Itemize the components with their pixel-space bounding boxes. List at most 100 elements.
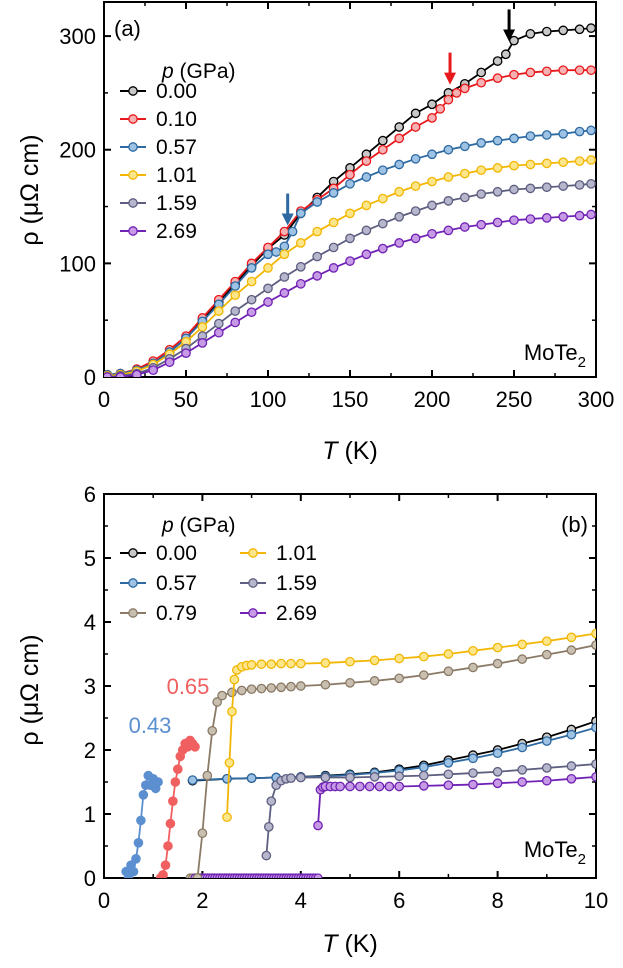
panel-a-point-1-59-7 <box>213 318 224 329</box>
panel-b-point-0-57-11 <box>468 753 478 764</box>
panel-b-legend-entry-0-79: 0.79 <box>120 602 197 625</box>
panel-a-plot-area <box>104 23 596 377</box>
panel-b-sample-label: MoTe2 <box>524 837 586 868</box>
panel-a-point-1-01-24 <box>492 163 503 173</box>
panel-a-xtick-label-0: 0 <box>98 387 110 412</box>
panel-a-point-1-01-16 <box>361 200 372 211</box>
panel-a-legend-label-0-57: 0.57 <box>156 136 197 159</box>
panel-a-point-0-10-19 <box>410 122 421 132</box>
panel-a-ytick-label-100: 100 <box>59 251 96 276</box>
panel-a-point-2-69-27 <box>541 213 552 223</box>
panel-b-xlabel: T (K) <box>322 930 378 958</box>
panel-a-point-1-59-15 <box>345 233 355 244</box>
panel-b-point-1-01-22 <box>541 636 552 647</box>
panel-a-point-2-69-8 <box>230 317 241 328</box>
panel-b-legend-marker-1-01 <box>248 548 258 558</box>
panel-a-point-2-69-2 <box>131 369 142 377</box>
panel-b-point-1-01-9 <box>266 659 277 670</box>
panel-b-point-0-57-12 <box>492 748 503 759</box>
panel-b-point-1-59-9 <box>345 772 355 783</box>
panel-a-point-2-69-19 <box>410 233 421 244</box>
panel-a-transition-arrow-1 <box>444 52 457 85</box>
panel-b-point-1-59-0 <box>261 850 272 861</box>
panel-a-point-1-01-29 <box>574 156 585 166</box>
panel-a-point-2-69-29 <box>574 210 585 221</box>
panel-b-point-1-59-6 <box>286 773 296 784</box>
panel-b-point-1-01-23 <box>566 632 577 643</box>
panel-a-point-0-57-23 <box>443 144 454 155</box>
panel-b-point-1-01-16 <box>394 653 405 664</box>
panel-a-point-0-57-15 <box>312 197 323 207</box>
panel-b-point-0-79-1 <box>197 828 208 839</box>
panel-b-point-0-79-20 <box>468 662 478 673</box>
panel-a-point-2-69-18 <box>394 238 405 248</box>
panel-b-point-2-69-15 <box>468 779 478 790</box>
panel-a-point-1-01-25 <box>509 160 519 171</box>
panel-b-point-0-79-16 <box>369 676 380 686</box>
panel-a-point-0-57-31 <box>574 126 585 137</box>
panel-b-legend: p (GPa) 0.00 0.57 0.79 1.01 1.59 2.69 <box>120 514 317 625</box>
panel-a-point-1-59-19 <box>410 206 421 216</box>
panel-b-series-0-79 <box>192 640 596 878</box>
panel-b-point-2-69-10 <box>374 781 385 792</box>
panel-a-point-0-57-19 <box>377 165 388 176</box>
panel-a-point-2-69-11 <box>279 288 290 298</box>
panel-b-point-0-57-13 <box>517 742 528 753</box>
panel-a-point-1-59-13 <box>312 251 323 262</box>
panel-a-legend-marker-2-69 <box>128 226 138 236</box>
panel-a-point-2-69-6 <box>197 338 208 348</box>
panel-a-legend-marker-0-00 <box>128 86 138 96</box>
panel-b-legend-label-1-59: 1.59 <box>276 572 317 595</box>
panel-a-point-2-69-21 <box>443 225 454 236</box>
panel-a-point-1-01-10 <box>263 263 273 273</box>
panel-a-point-1-59-23 <box>476 189 487 199</box>
panel-b-lowp-0-65 <box>155 735 200 878</box>
panel-b-point-1-59-16 <box>517 764 528 775</box>
panel-a-point-0-10-25 <box>476 77 487 88</box>
panel-b-zero-point-2-69 <box>313 873 323 878</box>
panel-b-ytick-label-2: 2 <box>84 738 96 763</box>
panel-b-point-1-01-17 <box>418 651 429 662</box>
panel-b-xtick-label-6: 6 <box>393 888 405 913</box>
panel-a-point-2-69-20 <box>427 228 437 239</box>
panel-a-point-0-10-26 <box>492 73 503 83</box>
panel-a-point-1-59-20 <box>427 200 437 211</box>
panel-b-lowp-point-0-65-1 <box>158 870 168 878</box>
panel-a-point-2-69-24 <box>492 217 503 228</box>
panel-b-point-1-01-12 <box>295 658 306 669</box>
panel-b-lowp-point-0-65-2 <box>160 860 171 870</box>
panel-a-legend-entry-1-59: 1.59 <box>120 192 197 215</box>
panel-a-legend-entry-0-00: 0.00 <box>120 80 197 103</box>
panel-b-lowp-0-43 <box>121 770 163 878</box>
panel-a-point-0-10-17 <box>377 144 388 155</box>
panel-a-point-0-10-27 <box>509 69 519 80</box>
panel-a-point-0-00-30 <box>574 24 585 35</box>
panel-b-point-2-69-8 <box>354 781 365 792</box>
panel-b-point-0-79-11 <box>276 682 286 693</box>
panel-a-point-0-57-24 <box>459 141 470 152</box>
panel-a-point-0-57-26 <box>492 135 503 146</box>
panel-b-xtick-label-0: 0 <box>98 888 110 913</box>
panel-b-legend-label-2-69: 2.69 <box>276 602 317 625</box>
panel-a-point-0-10-18 <box>394 133 405 144</box>
panel-b-point-0-79-10 <box>266 683 277 693</box>
panel-b-point-0-79-22 <box>517 654 528 664</box>
panel-a: 0 50 100 150 200 250 300 0 100 200 300 T (K) ρ (μΩ c… <box>16 1 614 465</box>
panel-a-legend-marker-0-57 <box>128 142 138 152</box>
panel-b-point-0-79-7 <box>236 685 247 696</box>
panel-a-legend-label-1-01: 1.01 <box>156 164 197 187</box>
panel-b-point-1-01-1 <box>224 757 235 768</box>
panel-a-point-1-01-14 <box>328 217 339 228</box>
panel-a-point-1-01-7 <box>213 306 224 316</box>
panel-a-point-0-10-21 <box>435 103 446 114</box>
panel-b-point-0-79-4 <box>212 697 223 707</box>
panel-b-zero-run-2-69 <box>190 873 323 878</box>
panel-b-point-0-79-21 <box>492 658 503 669</box>
panel-a-point-2-69-23 <box>476 219 487 230</box>
panel-a-point-1-59-10 <box>263 283 273 294</box>
panel-b-lowp-point-0-43-6 <box>136 815 146 826</box>
panel-a-point-1-59-9 <box>246 294 257 305</box>
panel-a-point-1-59-22 <box>459 192 470 203</box>
panel-b-point-1-59-14 <box>468 768 478 778</box>
